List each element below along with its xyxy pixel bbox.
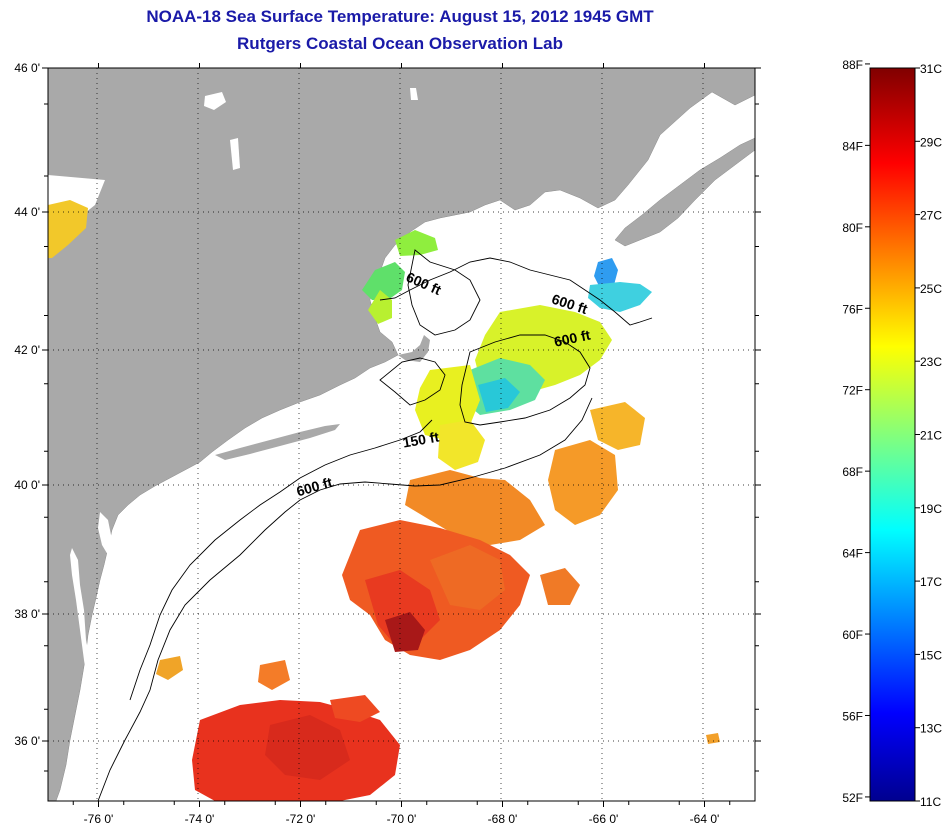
colorbar-celsius-label: 15C [920,648,942,662]
colorbar-celsius-label: 13C [920,722,942,736]
colorbar-celsius-label: 23C [920,355,942,369]
lat-tick-label: 40 0' [14,478,40,492]
lat-tick-label: 38 0' [14,607,40,621]
sst-patch [385,612,425,652]
sst-patch [405,470,545,545]
lon-tick-label: -74 0' [185,812,215,826]
sst-patch [258,660,290,690]
sst-patch [368,290,392,324]
sst-patch [330,695,380,722]
contour-150ft [129,419,433,701]
sst-patch [478,378,520,412]
colorbar-celsius-label: 25C [920,282,942,296]
lake-patch [204,92,226,110]
sst-patch [706,733,720,744]
contour-georges-bank [459,334,591,426]
graticule [48,68,755,801]
colorbar: 31C 29C 27C 25C 23C 21C 19C 17C 15C 13C 11C 88F 84F 8… [842,58,942,809]
lon-tick-label: -72 0' [286,812,316,826]
lon-tick-label: -66 0' [589,812,619,826]
colorbar-fahrenheit-label: 56F [842,709,863,723]
lat-tick-label: 42 0' [14,343,40,357]
colorbar-celsius-label: 31C [920,62,942,76]
map-title: NOAA-18 Sea Surface Temperature: August … [146,7,654,26]
sst-patch [438,420,485,470]
colorbar-celsius-label: 29C [920,135,942,149]
sst-patch [430,545,505,610]
colorbar-fahrenheit-label: 64F [842,547,863,561]
sst-patch [590,402,645,450]
sst-patch [48,200,88,258]
sst-patch [588,282,652,312]
colorbar-fahrenheit-label: 76F [842,302,863,316]
sst-patch [548,440,618,525]
contour-600ft-shelf-break [97,397,593,801]
colorbar-fahrenheit-label: 52F [842,791,863,805]
contour-gulf-of-maine-inner [407,249,481,336]
colorbar-celsius-label: 17C [920,575,942,589]
colorbar-fahrenheit-label: 60F [842,628,863,642]
bathymetry-contours [97,249,653,801]
lon-tick-label: -64 0' [690,812,720,826]
land-cape-cod [398,335,430,362]
axis-ticks: -76 0' -74 0' -72 0' -70 0' -68 0' -66 0' -64 … [14,61,761,826]
colorbar-fahrenheit-label: 72F [842,384,863,398]
lat-tick-label: 46 0' [14,61,40,75]
colorbar-celsius-label: 27C [920,209,942,223]
sst-patch [540,568,580,605]
contour-nantucket-shoals [379,357,446,406]
colorbar-gradient [869,67,916,802]
land-mainland [48,68,755,801]
colorbar-fahrenheit-label: 68F [842,465,863,479]
colorbar-fahrenheit-label: 88F [842,58,863,72]
sst-patch [265,715,350,780]
delaware-bay [98,512,112,555]
lat-tick-label: 44 0' [14,205,40,219]
lake-patch [230,138,240,170]
colorbar-fahrenheit-label: 80F [842,221,863,235]
colorbar-celsius-label: 21C [920,429,942,443]
colorbar-fahrenheit-label: 84F [842,139,863,153]
contour-label: 150 ft [401,428,440,450]
contour-gulf-of-maine [379,257,653,326]
lat-tick-label: 36 0' [14,734,40,748]
sst-data-layer [48,200,720,801]
contour-label: 600 ft [553,327,592,350]
map-subtitle: Rutgers Coastal Ocean Observation Lab [237,34,563,53]
sst-patch [594,258,618,288]
land-nova-scotia [614,137,755,247]
lon-tick-label: -68 0' [488,812,518,826]
colorbar-celsius-label: 11C [920,795,941,809]
lon-tick-label: -76 0' [84,812,114,826]
chesapeake-bay [70,548,98,722]
sst-patch [362,262,405,300]
colorbar-celsius-label: 19C [920,502,942,516]
lon-tick-label: -70 0' [387,812,417,826]
land-long-island [215,424,340,460]
sst-patch [156,656,183,680]
lake-patch [410,88,418,100]
sst-patch [395,230,438,256]
